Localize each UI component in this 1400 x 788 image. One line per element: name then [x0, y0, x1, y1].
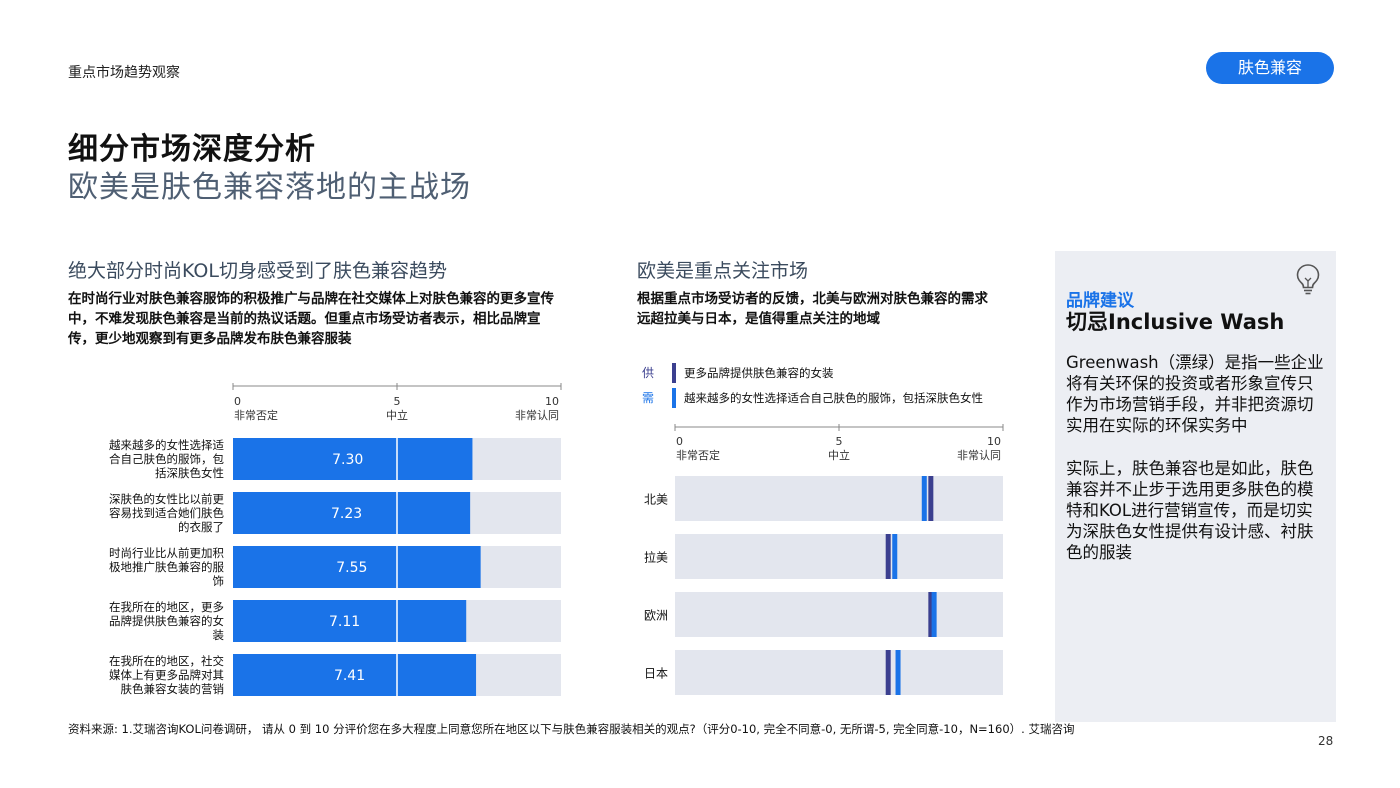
- bar: [233, 438, 473, 480]
- category-label: 括深肤色女性: [155, 466, 224, 480]
- legend-swatch: [672, 363, 676, 383]
- left-description: 在时尚行业对肤色兼容服饰的积极推广与品牌在社交媒体上对肤色兼容的更多宣传中，不难…: [68, 291, 554, 347]
- x-tick-caption: 非常认同: [515, 409, 559, 422]
- region-label: 日本: [644, 667, 668, 681]
- x-tick-caption: 中立: [828, 448, 850, 462]
- category-label: 合自己肤色的服饰，包: [109, 452, 224, 466]
- middle-heading: 欧美是重点关注市场: [637, 260, 809, 282]
- lightbulb-icon: [1296, 264, 1320, 295]
- bar: [233, 546, 481, 588]
- panel-kicker: 品牌建议: [1066, 291, 1134, 311]
- panel-title: 切忌Inclusive Wash: [1066, 310, 1285, 334]
- row-track: [675, 592, 1003, 637]
- category-label: 时尚行业比从前更加积: [109, 546, 224, 560]
- x-tick-label: 10: [545, 395, 559, 408]
- bar-value-label: 7.41: [334, 668, 365, 684]
- category-label: 极地推广肤色兼容的服: [109, 560, 224, 574]
- legend-label: 越来越多的女性选择适合自己肤色的服饰，包括深肤色女性: [684, 391, 983, 405]
- page-number: 28: [1318, 734, 1334, 748]
- category-label: 装: [213, 628, 225, 642]
- category-label: 品牌提供肤色兼容的女: [109, 614, 224, 628]
- x-tick-label: 0: [676, 435, 683, 448]
- bar-value-label: 7.23: [331, 506, 362, 522]
- category-label: 的衣服了: [178, 520, 224, 534]
- category-label: 深肤色的女性比以前更: [109, 492, 224, 506]
- row-track: [675, 534, 1003, 579]
- region-label: 北美: [644, 493, 668, 507]
- brand-advice-panel: [1055, 251, 1336, 722]
- category-label: 在我所在的地区，社交: [109, 654, 224, 668]
- legend-key: 需: [642, 391, 654, 405]
- region-label: 欧洲: [644, 609, 668, 623]
- bar: [233, 654, 477, 696]
- bar: [233, 600, 467, 642]
- marker-demand: [931, 592, 937, 637]
- panel-paragraph-1: Greenwash（漂绿）是指一些企业将有关环保的投资或者形象宣传只作为市场营销…: [1066, 353, 1324, 435]
- left-heading: 绝大部分时尚KOL切身感受到了肤色兼容趋势: [68, 260, 447, 282]
- marker-supply: [928, 476, 934, 521]
- category-label: 饰: [213, 574, 225, 588]
- section-label: 重点市场趋势观察: [68, 65, 180, 81]
- marker-supply: [885, 650, 891, 695]
- bar-value-label: 7.30: [332, 452, 363, 468]
- marker-demand: [892, 534, 898, 579]
- panel-paragraph-2: 实际上，肤色兼容也是如此，肤色兼容并不止步于选用更多肤色的模特和KOL进行营销宣…: [1066, 459, 1314, 562]
- legend-label: 更多品牌提供肤色兼容的女装: [684, 366, 834, 380]
- x-tick-caption: 非常认同: [957, 449, 1001, 462]
- bar: [233, 492, 471, 534]
- legend-swatch: [672, 388, 676, 408]
- x-tick-label: 10: [987, 435, 1001, 448]
- category-label: 越来越多的女性选择适: [109, 438, 224, 452]
- x-tick-caption: 非常否定: [234, 408, 278, 422]
- category-label: 在我所在的地区，更多: [109, 600, 224, 614]
- bar-value-label: 7.55: [336, 560, 367, 576]
- x-tick-label: 0: [234, 395, 241, 408]
- x-tick-label: 5: [394, 395, 401, 408]
- marker-supply: [928, 592, 934, 637]
- legend-key: 供: [642, 366, 654, 380]
- bar-value-label: 7.11: [329, 614, 360, 630]
- x-tick-label: 5: [836, 435, 843, 448]
- x-tick-caption: 非常否定: [676, 448, 720, 462]
- category-label: 媒体上有更多品牌对其: [109, 668, 224, 682]
- middle-description: 根据重点市场受访者的反馈，北美与欧洲对肤色兼容的需求远超拉美与日本，是值得重点关…: [637, 291, 988, 327]
- marker-demand: [921, 476, 927, 521]
- row-track: [675, 650, 1003, 695]
- marker-demand: [895, 650, 901, 695]
- source-footnote: 资料来源: 1.艾瑞咨询KOL问卷调研， 请从 0 到 10 分评价您在多大程度…: [68, 722, 1075, 736]
- topic-tag[interactable]: 肤色兼容: [1206, 52, 1334, 84]
- category-label: 肤色兼容女装的营销: [121, 682, 225, 696]
- marker-supply: [885, 534, 891, 579]
- region-label: 拉美: [644, 550, 668, 565]
- page-title: 细分市场深度分析: [68, 132, 316, 167]
- page-subtitle: 欧美是肤色兼容落地的主战场: [68, 170, 471, 205]
- x-tick-caption: 中立: [386, 408, 408, 422]
- category-label: 容易找到适合她们肤色: [109, 506, 224, 520]
- row-track: [675, 476, 1003, 521]
